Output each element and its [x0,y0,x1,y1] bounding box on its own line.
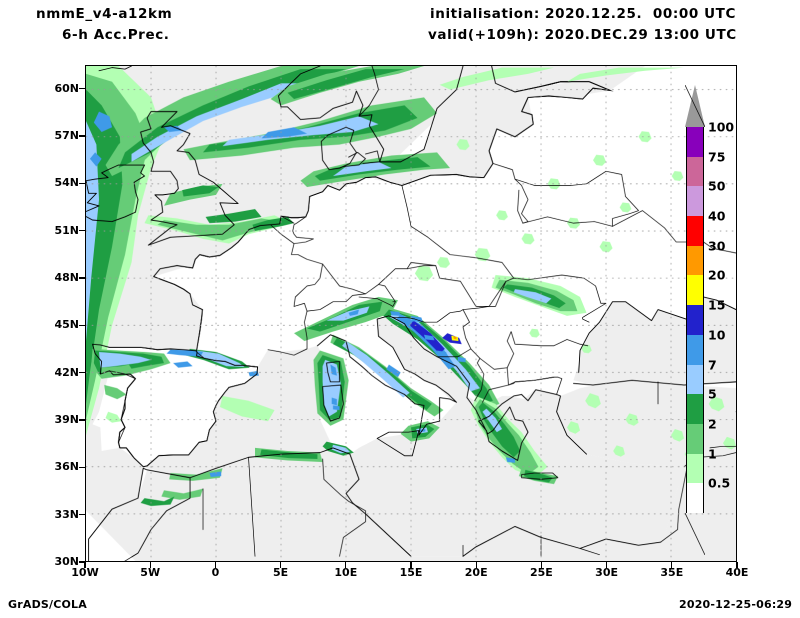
colorbar-tick-label: 5 [708,386,717,402]
lat-axis-label: 33N [54,507,79,521]
lon-axis-label: 5W [140,566,161,579]
colorbar-tick-label: 10 [708,327,726,343]
lat-tick [79,277,85,279]
lat-tick [79,87,85,90]
lat-axis-label: 45N [54,318,79,332]
initialisation-time-label: initialisation: 2020.12.25. 00:00 UTC [430,6,737,22]
lat-axis-label: 60N [54,81,79,95]
colorbar-under-arrow [685,513,705,555]
colorbar-tick-label: 30 [708,238,726,254]
colorbar-band [686,245,704,276]
lat-tick [79,324,85,327]
lon-tick [540,562,543,568]
lon-tick [84,562,86,568]
lon-axis-label: 35E [660,566,684,579]
precipitation-colorbar [685,85,705,555]
colorbar-band [686,364,704,395]
colorbar-band [686,305,704,336]
colorbar-band [686,453,704,484]
colorbar-tick-label: 50 [708,178,726,194]
lat-axis-label: 39N [54,413,79,426]
lon-axis-label: 25E [529,566,553,579]
colorbar-band [686,156,704,187]
lon-axis-label: 40E [725,566,749,579]
lat-tick [79,182,85,185]
lat-tick [79,229,85,232]
colorbar-tick-label: 40 [708,208,726,224]
lon-tick [149,562,151,568]
lon-axis-label: 10E [334,566,358,579]
lon-tick [345,562,347,568]
lon-axis-label: 10W [71,566,99,579]
precipitation-map-canvas [86,66,736,561]
colorbar-band [686,483,704,514]
lat-tick [79,135,85,137]
lat-tick [79,466,85,469]
lon-tick [605,562,608,568]
lat-axis-label: 51N [54,223,79,237]
colorbar-tick-label: 15 [708,297,726,313]
lon-axis-label: 15E [399,566,423,579]
colorbar-tick-label: 7 [708,357,717,373]
colorbar-band [686,394,704,425]
lon-axis-label: 30E [595,566,619,579]
lon-tick [410,562,412,568]
lat-tick [79,371,85,374]
field-name-label: 6-h Acc.Prec. [62,27,170,43]
valid-time-label: valid(+109h): 2020.DEC.29 13:00 UTC [428,27,737,43]
lat-axis-label: 30N [54,555,79,568]
credit-label: GrADS/COLA [8,598,87,611]
lon-tick [279,562,282,568]
lat-axis-label: 57N [54,129,79,142]
colorbar-tick-label: 2 [708,416,717,432]
lon-tick [475,562,477,568]
colorbar-band [686,423,704,454]
colorbar-band [686,186,704,217]
map-frame [85,65,737,562]
colorbar-tick-label: 100 [708,119,735,135]
colorbar-band [686,216,704,247]
lat-axis-label: 42N [54,365,79,379]
colorbar-tick-label: 20 [708,267,726,283]
lon-axis-label: 5E [273,566,289,579]
colorbar-band [686,275,704,306]
colorbar-tick-label: 1 [708,446,717,462]
colorbar-tick-label: 75 [708,149,726,165]
lon-axis-label: 0 [211,566,220,579]
colorbar-over-arrow-outline [685,85,705,127]
lat-tick [79,513,85,516]
lat-axis-label: 54N [54,176,79,190]
lon-axis-label: 20E [464,566,488,579]
lat-tick [79,419,85,421]
lat-axis-label: 48N [54,271,79,284]
colorbar-band [686,127,704,158]
colorbar-tick-label: 0.5 [708,475,731,491]
colorbar-band [686,334,704,365]
lat-tick [79,561,85,563]
lon-tick [736,562,738,568]
lon-tick [671,562,673,568]
lat-axis-label: 36N [54,460,79,474]
lon-tick [214,562,217,568]
render-timestamp-label: 2020-12-25-06:29 [679,598,793,611]
model-name-label: nmmE_v4-a12km [36,6,173,22]
